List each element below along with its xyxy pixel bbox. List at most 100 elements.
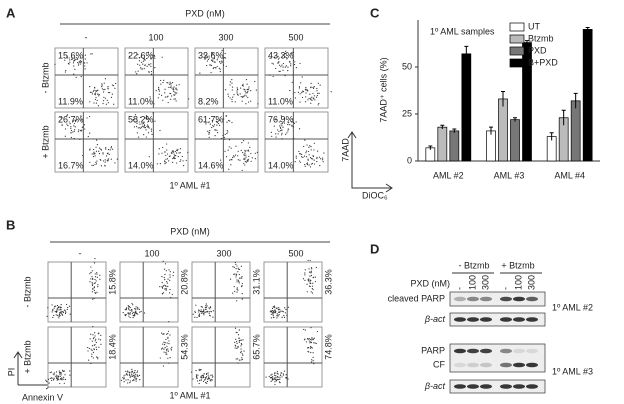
dot — [298, 128, 301, 130]
dot — [89, 148, 91, 150]
dot — [92, 90, 94, 92]
dot — [211, 374, 213, 376]
dot — [95, 280, 97, 282]
dot — [154, 67, 156, 69]
dot — [234, 341, 236, 343]
dot — [221, 137, 223, 140]
dot — [74, 68, 76, 70]
dot — [143, 134, 145, 136]
dot — [69, 374, 71, 376]
dot — [240, 359, 242, 361]
error-bar — [561, 109, 566, 126]
dot — [200, 376, 202, 378]
dot — [307, 337, 309, 340]
dot — [129, 316, 131, 319]
dot — [271, 376, 274, 378]
dot — [93, 344, 95, 346]
row-label: + Btzmb — [40, 125, 50, 158]
dot — [278, 64, 281, 66]
dot — [278, 130, 280, 132]
dot — [271, 135, 273, 137]
dot — [276, 317, 278, 319]
dot — [171, 95, 173, 97]
dot — [273, 305, 276, 307]
dot — [131, 312, 134, 314]
dot — [282, 311, 284, 313]
dot — [278, 70, 280, 73]
dot — [237, 346, 239, 349]
dot — [247, 142, 249, 144]
dot — [96, 291, 98, 293]
dot — [312, 282, 314, 284]
dot — [208, 307, 210, 309]
axis-label: DiOC₆ — [362, 190, 388, 200]
dot — [72, 62, 75, 64]
dot — [278, 307, 280, 309]
dot — [104, 97, 106, 99]
dot — [315, 266, 317, 269]
error-bar — [513, 117, 517, 122]
dot — [74, 126, 76, 128]
dot — [240, 149, 242, 152]
dot — [239, 339, 241, 342]
dot — [172, 87, 174, 89]
dot — [120, 379, 123, 382]
dot — [75, 59, 77, 61]
dot — [132, 374, 134, 376]
caption: 1º AML #1 — [170, 390, 211, 400]
dot — [73, 137, 75, 140]
dot — [163, 79, 165, 81]
dot — [205, 373, 208, 375]
column-label: 100 — [148, 32, 163, 42]
dot — [124, 314, 127, 316]
dot — [241, 141, 243, 144]
dot — [307, 280, 310, 282]
dot — [142, 63, 144, 65]
dot — [104, 88, 106, 90]
dot — [187, 151, 189, 154]
dot — [292, 59, 295, 62]
dot — [305, 101, 307, 103]
dot — [97, 358, 99, 360]
dot — [51, 311, 53, 313]
dot — [64, 135, 66, 137]
dot — [212, 53, 214, 55]
dot — [235, 276, 237, 278]
dot — [91, 284, 94, 287]
dot — [95, 90, 97, 92]
dot — [58, 317, 60, 319]
dot — [105, 155, 108, 157]
dot — [58, 313, 61, 316]
dot — [234, 261, 237, 264]
dot — [306, 144, 308, 146]
dot — [96, 273, 98, 275]
dot — [127, 371, 129, 373]
dot — [73, 125, 75, 127]
dot — [64, 310, 67, 312]
dot — [135, 380, 137, 382]
dot — [236, 288, 238, 290]
dot — [70, 136, 72, 139]
dot — [175, 100, 177, 102]
dot — [203, 121, 205, 123]
dot — [272, 63, 274, 65]
dot — [307, 279, 309, 281]
dot — [57, 377, 59, 379]
dot — [290, 65, 292, 67]
dot — [229, 81, 231, 83]
dot — [105, 103, 107, 105]
dot — [280, 115, 282, 117]
dot — [242, 85, 244, 87]
dot — [234, 273, 236, 275]
dot — [145, 57, 148, 60]
dot — [284, 66, 286, 68]
dot — [95, 338, 97, 340]
dot — [77, 62, 79, 64]
dot — [91, 283, 94, 285]
dot — [175, 88, 177, 90]
dot — [277, 58, 280, 60]
dot — [52, 308, 54, 311]
dot — [150, 128, 153, 130]
dot — [73, 73, 75, 75]
dot — [221, 61, 223, 63]
